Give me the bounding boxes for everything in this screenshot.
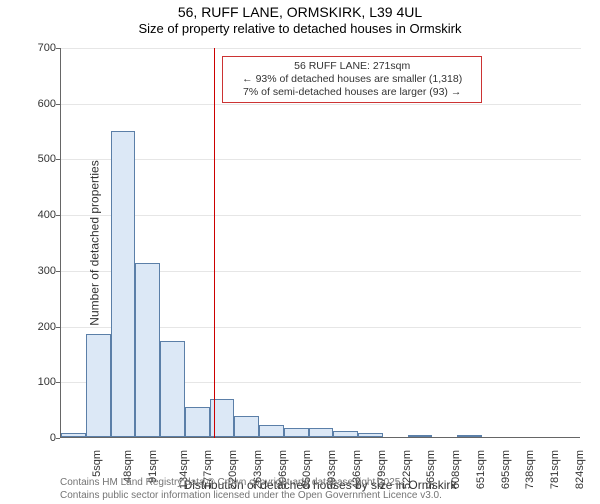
annotation-line: 7% of semi-detached houses are larger (9…: [229, 86, 475, 99]
y-tick-label: 500: [26, 153, 56, 165]
bar: [309, 428, 334, 437]
bar: [111, 131, 136, 437]
y-tick-label: 400: [26, 209, 56, 221]
bar: [358, 433, 383, 437]
y-tick-label: 300: [26, 265, 56, 277]
y-tick-label: 700: [26, 42, 56, 54]
bar: [135, 263, 160, 437]
reference-line: [214, 48, 215, 438]
y-tick-label: 0: [26, 432, 56, 444]
y-tick-label: 200: [26, 321, 56, 333]
bar: [333, 431, 358, 437]
bar: [259, 425, 284, 437]
footer-line-2: Contains public sector information licen…: [60, 490, 442, 503]
bar: [284, 428, 309, 437]
y-tick-label: 600: [26, 98, 56, 110]
bar: [185, 407, 210, 437]
y-tick-label: 100: [26, 376, 56, 388]
plot-area: 56 RUFF LANE: 271sqm← 93% of detached ho…: [60, 48, 580, 438]
annotation-line: ← 93% of detached houses are smaller (1,…: [229, 73, 475, 86]
annotation-box: 56 RUFF LANE: 271sqm← 93% of detached ho…: [222, 56, 482, 103]
annotation-line: 56 RUFF LANE: 271sqm: [229, 60, 475, 73]
bar: [86, 334, 111, 437]
bar: [210, 399, 235, 437]
title-sub: Size of property relative to detached ho…: [0, 21, 600, 36]
footer-attribution: Contains HM Land Registry data © Crown c…: [60, 477, 442, 502]
bar: [61, 433, 86, 437]
chart-area: 56 RUFF LANE: 271sqm← 93% of detached ho…: [60, 48, 580, 438]
bar: [234, 416, 259, 437]
bar: [160, 341, 185, 437]
y-axis-label: Number of detached properties: [88, 160, 102, 325]
bar: [408, 435, 433, 437]
footer-line-1: Contains HM Land Registry data © Crown c…: [60, 477, 442, 490]
title-main: 56, RUFF LANE, ORMSKIRK, L39 4UL: [0, 4, 600, 20]
bar: [457, 435, 482, 437]
x-tick-label: 5sqm: [91, 450, 103, 477]
